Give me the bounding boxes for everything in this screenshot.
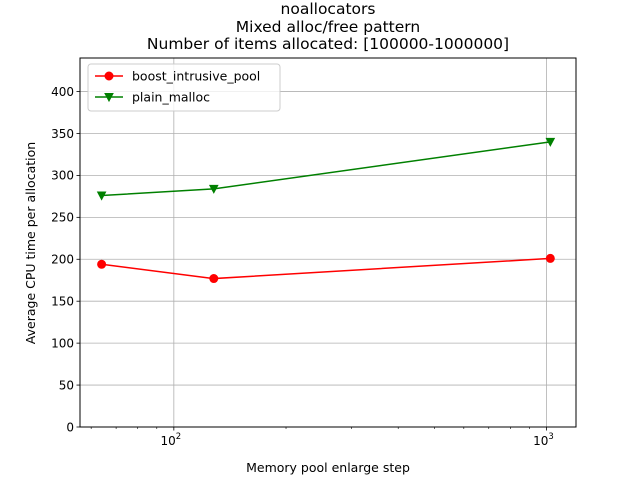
y-tick-label: 50 <box>59 378 74 392</box>
y-tick-label: 0 <box>66 420 74 434</box>
y-tick-label: 300 <box>51 169 74 183</box>
series-line-1 <box>101 141 551 197</box>
x-tick-label: 102 <box>160 432 181 448</box>
series-0-point <box>97 259 107 269</box>
y-tick-label: 350 <box>51 127 74 141</box>
x-axis-label: Memory pool enlarge step <box>246 460 410 475</box>
y-tick-label: 400 <box>51 85 74 99</box>
chart-title: noallocators Mixed alloc/free pattern Nu… <box>147 0 509 53</box>
title-line-3: Number of items allocated: [100000-10000… <box>147 35 509 53</box>
grid <box>80 58 576 428</box>
legend-marker <box>104 71 114 81</box>
series-line-0 <box>101 257 551 280</box>
series-0-point <box>545 253 555 263</box>
series-0-point <box>209 274 219 284</box>
y-tick-label: 200 <box>51 253 74 267</box>
series-layer <box>96 137 556 284</box>
axis-ticks: 0 50 100 150 200 250 300 350 400 102 103 <box>51 85 554 448</box>
plot-frame <box>79 57 577 428</box>
y-axis-label: Average CPU time per allocation <box>23 142 38 344</box>
legend: boost_intrusive_pool plain_malloc <box>87 63 281 112</box>
title-line-1: noallocators <box>281 0 376 18</box>
title-line-2: Mixed alloc/free pattern <box>236 18 420 36</box>
y-tick-label: 100 <box>51 336 74 350</box>
series-1-point <box>545 137 556 147</box>
series-1-point <box>208 184 219 194</box>
legend-label: plain_malloc <box>132 90 210 105</box>
legend-label: boost_intrusive_pool <box>132 69 260 84</box>
series-1-point <box>96 191 107 201</box>
x-tick-label: 103 <box>533 432 554 448</box>
y-tick-label: 250 <box>51 211 74 225</box>
legend-marker <box>104 93 114 103</box>
legend-box <box>87 63 281 112</box>
y-tick-label: 150 <box>51 295 74 309</box>
